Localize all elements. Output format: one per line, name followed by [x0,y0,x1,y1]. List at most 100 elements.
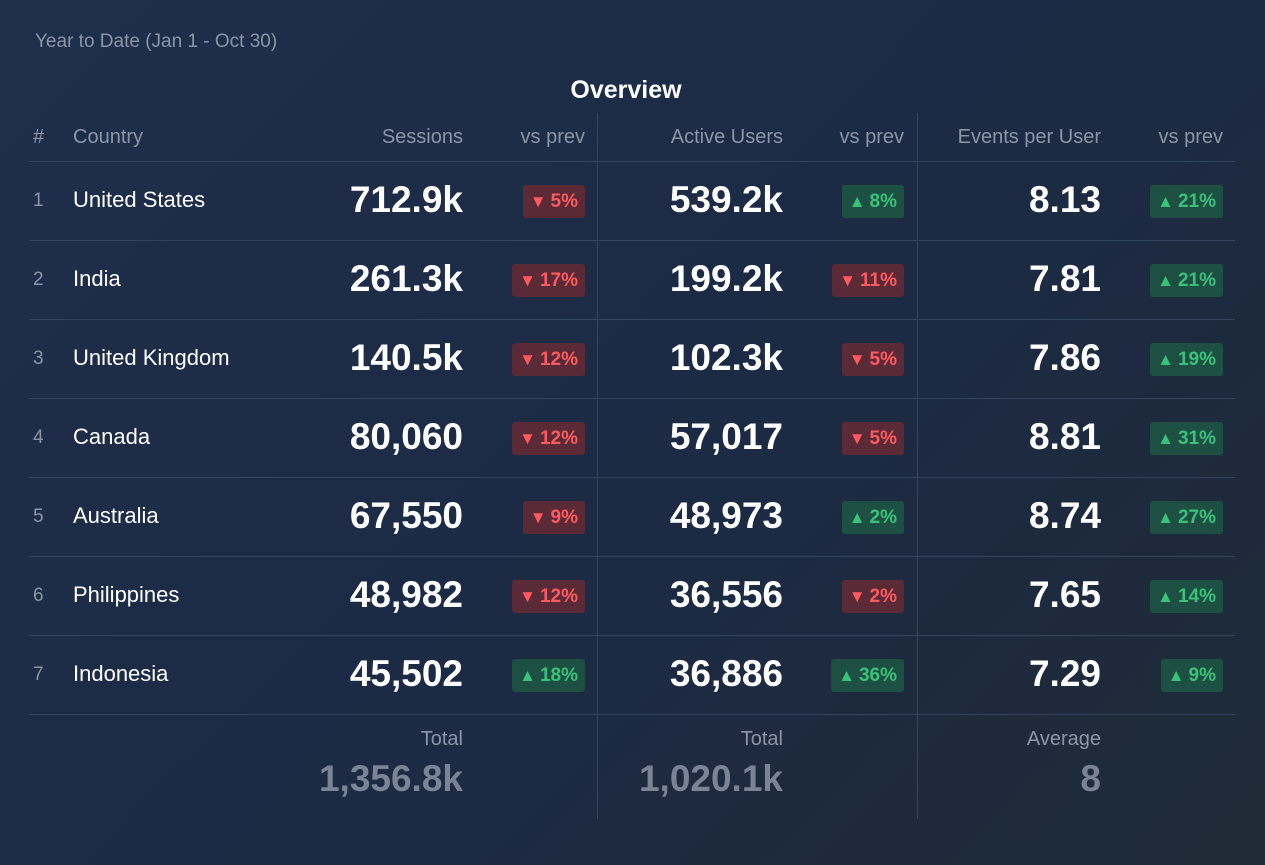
row-country: India [73,266,121,291]
row-rank: 5 [33,506,44,527]
header-rank: # [33,126,45,148]
row-rank: 7 [33,664,44,685]
header-sessions[interactable]: Sessions [381,126,463,148]
date-range-subtitle: Year to Date (Jan 1 - Oct 30) [35,31,278,52]
epu-change-badge: ▲ 21% [1150,185,1223,218]
users-change-badge: ▲ 2% [841,501,904,534]
header-active-users[interactable]: Active Users [670,126,783,148]
triangle-up-icon: ▲ [1157,350,1174,369]
row-events-per-user-value: 7.86 [1028,337,1101,378]
table-footer: Total 1,356.8k Total 1,020.1k Average 8 [29,717,1235,817]
sessions-change-badge: ▼ 5% [522,185,585,218]
triangle-down-icon: ▼ [529,508,547,527]
change-percent: 12% [539,428,578,449]
triangle-down-icon: ▼ [839,271,857,290]
users-total-label: Total [740,728,783,750]
column-divider [917,113,918,819]
row-active-users-value: 48,973 [669,495,783,536]
row-rank: 3 [33,348,44,369]
row-sessions-value: 67,550 [349,495,463,536]
row-country: Indonesia [73,661,169,686]
column-divider [597,113,598,819]
table-row[interactable]: 7 Indonesia 45,502 ▲ 18% 36,886 ▲ 36% 7.29… [29,636,1235,715]
row-rank: 1 [33,190,44,211]
users-change-badge: ▼ 2% [841,580,904,613]
row-events-per-user-value: 8.13 [1028,179,1101,220]
change-percent: 2% [869,507,897,528]
change-percent: 8% [869,191,897,212]
triangle-down-icon: ▼ [519,587,536,606]
row-rank: 2 [33,269,44,290]
triangle-down-icon: ▼ [519,350,536,369]
row-rank: 4 [33,427,44,448]
row-country: Canada [73,424,151,449]
table-row[interactable]: 4 Canada 80,060 ▼ 12% 57,017 ▼ 5% 8.81 ▲ 31… [29,399,1235,478]
users-change-badge: ▲ 8% [841,185,904,218]
header-country[interactable]: Country [73,126,144,148]
header-epu-vs-prev[interactable]: vs prev [1158,126,1223,148]
header-sessions-vs-prev[interactable]: vs prev [520,126,585,148]
row-active-users-value: 36,886 [669,653,783,694]
epu-average-value: 8 [1080,758,1101,799]
row-country: United Kingdom [73,345,230,370]
change-percent: 31% [1177,428,1216,449]
row-sessions-value: 140.5k [349,337,463,378]
users-change-badge: ▼ 5% [841,422,904,455]
triangle-up-icon: ▲ [838,666,855,685]
epu-average-label: Average [1026,728,1101,750]
users-change-badge: ▼ 5% [841,343,904,376]
row-active-users-value: 539.2k [669,179,783,220]
triangle-up-icon: ▲ [1157,271,1174,290]
table-row[interactable]: 2 India 261.3k ▼ 17% 199.2k ▼ 11% 7.81 ▲ 21… [29,241,1235,320]
sessions-total-label: Total [420,728,463,750]
change-percent: 9% [1188,665,1216,686]
row-events-per-user-value: 7.81 [1028,258,1101,299]
triangle-down-icon: ▼ [519,271,536,290]
change-percent: 18% [539,665,578,686]
row-country: United States [73,187,206,212]
triangle-up-icon: ▲ [1157,192,1174,211]
triangle-up-icon: ▲ [848,508,866,527]
triangle-down-icon: ▼ [529,192,547,211]
epu-change-badge: ▲ 14% [1150,580,1223,613]
triangle-down-icon: ▼ [848,587,866,606]
row-sessions-value: 80,060 [349,416,463,457]
table-header: # Country Sessions vs prev Active Users … [29,113,1235,162]
row-sessions-value: 45,502 [349,653,463,694]
header-users-vs-prev[interactable]: vs prev [839,126,904,148]
change-percent: 21% [1177,270,1216,291]
table-row[interactable]: 5 Australia 67,550 ▼ 9% 48,973 ▲ 2% 8.74 ▲… [29,478,1235,557]
triangle-down-icon: ▼ [848,429,866,448]
table-row[interactable]: 3 United Kingdom 140.5k ▼ 12% 102.3k ▼ 5% … [29,320,1235,399]
widget-title: Overview [570,76,682,104]
row-active-users-value: 57,017 [669,416,783,457]
row-rank: 6 [33,585,44,606]
triangle-up-icon: ▲ [1157,587,1174,606]
epu-change-badge: ▲ 9% [1160,659,1223,692]
change-percent: 17% [539,270,578,291]
row-events-per-user-value: 8.81 [1028,416,1101,457]
triangle-down-icon: ▼ [519,429,536,448]
triangle-up-icon: ▲ [1167,666,1185,685]
users-total-value: 1,020.1k [638,758,783,799]
header-events-per-user[interactable]: Events per User [957,126,1101,148]
change-percent: 36% [858,665,897,686]
row-active-users-value: 199.2k [669,258,783,299]
epu-change-badge: ▲ 27% [1150,501,1223,534]
sessions-change-badge: ▼ 12% [512,343,585,376]
row-sessions-value: 712.9k [349,179,463,220]
row-events-per-user-value: 7.29 [1028,653,1101,694]
change-percent: 19% [1177,349,1216,370]
epu-change-badge: ▲ 31% [1150,422,1223,455]
change-percent: 27% [1177,507,1216,528]
change-percent: 14% [1177,586,1216,607]
row-active-users-value: 102.3k [669,337,783,378]
sessions-total-value: 1,356.8k [318,758,463,799]
table-row[interactable]: 6 Philippines 48,982 ▼ 12% 36,556 ▼ 2% 7.6… [29,557,1235,636]
epu-change-badge: ▲ 21% [1150,264,1223,297]
row-country: Australia [73,503,159,528]
triangle-up-icon: ▲ [1157,508,1174,527]
sessions-change-badge: ▼ 9% [522,501,585,534]
table-row[interactable]: 1 United States 712.9k ▼ 5% 539.2k ▲ 8% 8.… [29,162,1235,241]
sessions-change-badge: ▼ 12% [512,422,585,455]
